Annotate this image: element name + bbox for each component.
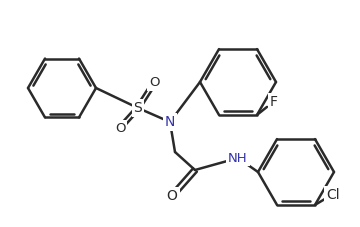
- Text: N: N: [165, 115, 175, 129]
- Text: NH: NH: [228, 151, 248, 165]
- Text: O: O: [167, 189, 177, 203]
- Text: Cl: Cl: [326, 188, 340, 202]
- Text: O: O: [115, 121, 125, 135]
- Text: O: O: [149, 76, 159, 89]
- Text: F: F: [270, 95, 278, 109]
- Text: S: S: [134, 101, 142, 115]
